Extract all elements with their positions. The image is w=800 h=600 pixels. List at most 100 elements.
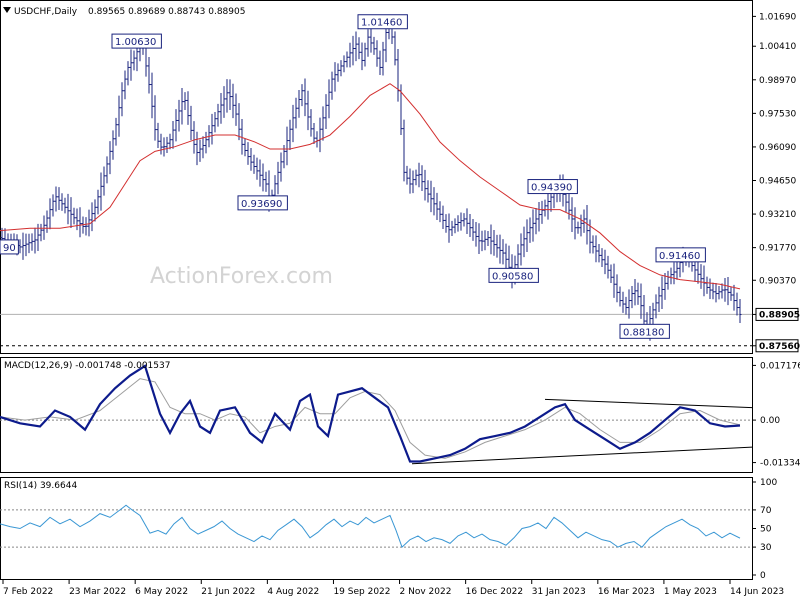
rsi-y-tick: 0 — [752, 571, 766, 581]
price-callout: 90 — [0, 239, 19, 255]
candle — [264, 171, 268, 192]
y-tick-label: 0.97530 — [759, 109, 796, 119]
price-series-group — [0, 17, 742, 341]
y-tick-label: 0.94650 — [759, 176, 796, 186]
y-tick-label: 0.98970 — [759, 76, 796, 86]
candle — [195, 131, 199, 166]
price-y-tick: 0.93210 — [752, 210, 796, 220]
x-tick: 19 Sep 2022 — [332, 580, 391, 597]
candle — [573, 207, 577, 240]
rsi-line — [0, 504, 741, 548]
candle — [738, 299, 742, 324]
callout-box — [619, 323, 670, 339]
price-callout: 1.01460 — [357, 14, 408, 30]
candle — [729, 286, 733, 301]
candle — [156, 122, 160, 148]
price-callout: 0.94390 — [527, 179, 578, 195]
candle — [483, 230, 487, 251]
dropdown-triangle-icon[interactable] — [3, 7, 11, 13]
candle — [357, 37, 361, 60]
candle — [456, 215, 460, 232]
candle — [519, 233, 523, 266]
candle — [261, 163, 265, 192]
y-tick-label: 70 — [760, 506, 772, 516]
candle — [60, 193, 64, 211]
candle — [336, 63, 340, 82]
candle — [66, 193, 70, 225]
x-tick-label: 16 Dec 2022 — [466, 587, 524, 597]
candle — [225, 79, 229, 113]
candle — [342, 55, 346, 73]
watermark-text: ActionForex.com — [150, 264, 333, 289]
candle — [495, 234, 499, 258]
candle — [333, 62, 337, 92]
candle — [198, 139, 202, 162]
candle — [525, 219, 529, 253]
callout-label: 0.90580 — [492, 271, 533, 282]
candle — [282, 145, 286, 169]
x-tick: 21 Jun 2022 — [200, 580, 255, 597]
candle — [183, 92, 187, 110]
candle — [306, 90, 310, 131]
price-y-tick: 1.00410 — [752, 42, 796, 52]
y-tick-label: 100 — [760, 478, 777, 488]
candle — [312, 123, 316, 144]
candle — [54, 186, 58, 212]
candle — [345, 51, 349, 68]
candle — [594, 235, 598, 263]
candle — [471, 218, 475, 241]
candle — [240, 118, 244, 155]
price-pane-frame — [0, 0, 753, 354]
candle — [633, 279, 637, 306]
candle — [99, 172, 103, 211]
macd-y-tick: 0.00 — [752, 416, 780, 426]
candle — [87, 209, 91, 237]
macd-signal-line — [0, 378, 741, 459]
candle — [726, 277, 730, 306]
candle — [531, 209, 535, 242]
candle — [669, 267, 673, 285]
candle — [393, 31, 397, 66]
candle — [369, 27, 373, 53]
price-y-tick: 0.98970 — [752, 76, 796, 86]
candle — [720, 283, 724, 299]
candle — [465, 208, 469, 234]
candle — [447, 213, 451, 243]
rsi-series-group — [0, 504, 752, 548]
candle — [171, 121, 175, 149]
candle — [534, 208, 538, 235]
candle — [63, 197, 67, 214]
y-tick-label: 1.00410 — [759, 42, 796, 52]
candle — [696, 260, 700, 284]
candle — [588, 219, 592, 254]
candle — [24, 233, 28, 257]
candle — [453, 218, 457, 234]
candle — [210, 113, 214, 145]
rsi-y-tick: 30 — [752, 543, 772, 553]
candle — [486, 231, 490, 246]
x-tick: 16 Dec 2022 — [465, 580, 524, 597]
price-dashed-levels — [0, 313, 752, 347]
candle — [84, 217, 88, 236]
candle — [585, 205, 589, 245]
candle — [153, 95, 157, 141]
candle — [297, 89, 301, 118]
candle — [120, 82, 124, 117]
x-tick-label: 14 Jun 2023 — [730, 587, 784, 597]
y-tick-label: 0.91770 — [759, 244, 796, 254]
candle — [48, 198, 52, 230]
candle — [351, 35, 355, 66]
candle — [243, 138, 247, 157]
candle — [624, 296, 628, 315]
rsi-y-tick: 70 — [752, 506, 772, 516]
candle — [39, 223, 43, 242]
candle — [600, 248, 604, 268]
price-y-tick: 0.90370 — [752, 276, 796, 286]
x-tick-label: 2 Nov 2022 — [400, 587, 452, 597]
candle — [315, 131, 319, 148]
candle — [180, 88, 184, 125]
candle — [735, 292, 739, 316]
candle — [408, 168, 412, 194]
callout-box — [237, 195, 288, 211]
callout-box — [655, 247, 706, 263]
